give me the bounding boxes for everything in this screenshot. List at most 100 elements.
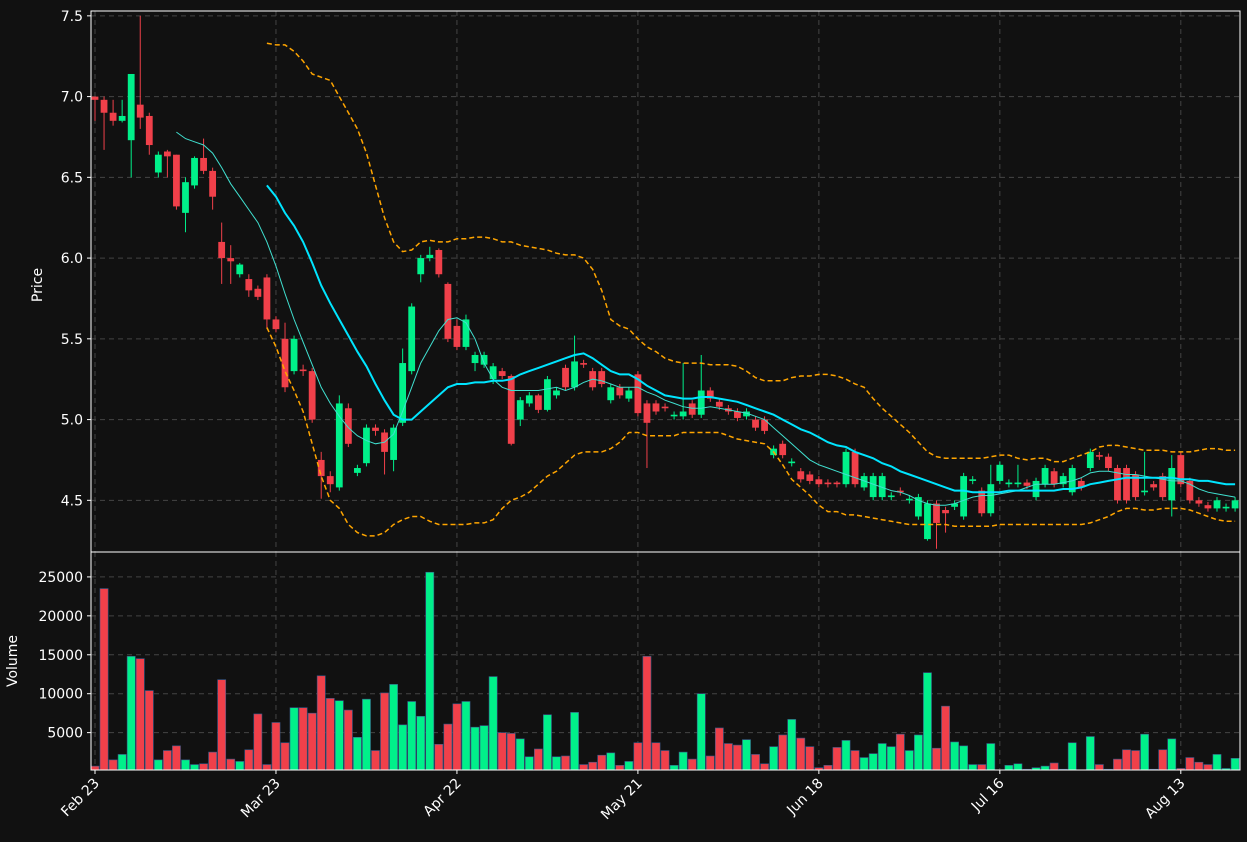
candle-body xyxy=(824,482,832,485)
candle-body xyxy=(860,476,868,488)
candle-body xyxy=(553,390,560,396)
volume-bar xyxy=(371,750,380,771)
candle-body xyxy=(1041,468,1049,485)
volume-bar xyxy=(135,658,145,771)
candle-body xyxy=(281,338,289,388)
volume-bar xyxy=(1085,736,1095,771)
candle-body xyxy=(607,387,615,401)
candle-body xyxy=(145,115,153,146)
candle-body xyxy=(1005,482,1013,485)
candle-body xyxy=(435,250,443,275)
candle-body xyxy=(154,154,162,173)
volume-bar xyxy=(606,752,616,771)
volume-bar xyxy=(199,763,208,771)
candle-body xyxy=(960,476,968,517)
candle-body xyxy=(299,369,307,372)
volume-bar xyxy=(353,736,362,771)
candle-body xyxy=(326,476,334,485)
candle-body xyxy=(399,363,407,423)
volume-bar xyxy=(190,764,199,771)
candle-body xyxy=(209,170,217,197)
indicator-line xyxy=(266,184,1236,494)
volume-bar xyxy=(941,705,950,771)
candle-body xyxy=(1050,471,1058,485)
candle-body xyxy=(480,354,488,365)
candle-body xyxy=(915,497,922,517)
volume-bar xyxy=(868,753,878,771)
volume-bar xyxy=(208,751,218,771)
volume-bar xyxy=(289,707,299,771)
volume-bar xyxy=(651,742,661,771)
candle-body xyxy=(625,390,633,399)
volume-bar xyxy=(678,751,688,771)
candle-body xyxy=(1222,506,1230,509)
volume-bar xyxy=(470,726,480,771)
candle-body xyxy=(706,390,714,399)
candle-body xyxy=(580,363,588,365)
volume-bar xyxy=(1131,750,1140,771)
candle-body xyxy=(516,400,524,420)
volume-bar xyxy=(271,722,281,771)
volume-bar xyxy=(425,571,435,771)
candle-body xyxy=(1150,484,1158,488)
volume-bar xyxy=(126,656,136,771)
volume-bar xyxy=(579,764,588,771)
candle-body xyxy=(1059,476,1067,485)
candle-body xyxy=(408,306,416,372)
volume-bar xyxy=(886,746,896,771)
y-tick-label: 7.0 xyxy=(61,90,83,106)
candle-body xyxy=(652,403,660,412)
volume-bar xyxy=(316,675,326,771)
volume-bar xyxy=(859,757,869,771)
candle-body xyxy=(969,479,977,481)
volume-bar xyxy=(751,754,760,771)
volume-bar xyxy=(181,759,190,771)
volume-bar xyxy=(334,700,344,771)
volume-bar xyxy=(497,732,507,771)
candle-body xyxy=(390,427,397,460)
candle-body xyxy=(634,374,642,414)
volume-bar xyxy=(904,750,914,771)
candle-body xyxy=(136,104,144,118)
candle-body xyxy=(978,490,986,514)
volume-tick-label: 20000 xyxy=(38,609,83,625)
y-axis-label: Price xyxy=(30,268,46,302)
volume-bar xyxy=(226,758,236,771)
volume-bar xyxy=(769,746,778,771)
volume-bar xyxy=(244,749,254,771)
volume-bar xyxy=(561,755,570,771)
volume-bar xyxy=(977,764,987,771)
volume-bar xyxy=(479,725,489,771)
candle-body xyxy=(1159,476,1167,498)
volume-bar xyxy=(1167,738,1177,771)
candle-body xyxy=(227,258,235,262)
candle-body xyxy=(1204,505,1212,509)
volume-bar xyxy=(642,656,652,771)
candle-body xyxy=(1032,480,1040,498)
candle-body xyxy=(788,461,796,464)
volume-panel-frame xyxy=(90,551,1241,771)
volume-bar xyxy=(705,755,715,771)
volume-tick-label: 5000 xyxy=(47,726,83,742)
volume-bar xyxy=(724,743,733,771)
volume-bar xyxy=(805,746,815,771)
volume-bar xyxy=(1194,761,1204,771)
volume-bar xyxy=(832,747,842,771)
candle-body xyxy=(752,419,759,428)
candle-body xyxy=(1186,480,1194,501)
candle-body xyxy=(462,319,470,347)
candle-body xyxy=(761,419,768,431)
candle-body xyxy=(734,411,741,418)
candle-body xyxy=(1114,468,1121,501)
volume-bar xyxy=(923,672,932,771)
candle-body xyxy=(498,371,506,376)
volume-bar xyxy=(325,698,335,771)
volume-bar xyxy=(1094,764,1104,771)
candle-body xyxy=(173,154,180,207)
volume-bar xyxy=(108,759,118,771)
candle-body xyxy=(317,459,325,477)
candle-body xyxy=(779,443,787,456)
volume-bar xyxy=(959,745,969,771)
